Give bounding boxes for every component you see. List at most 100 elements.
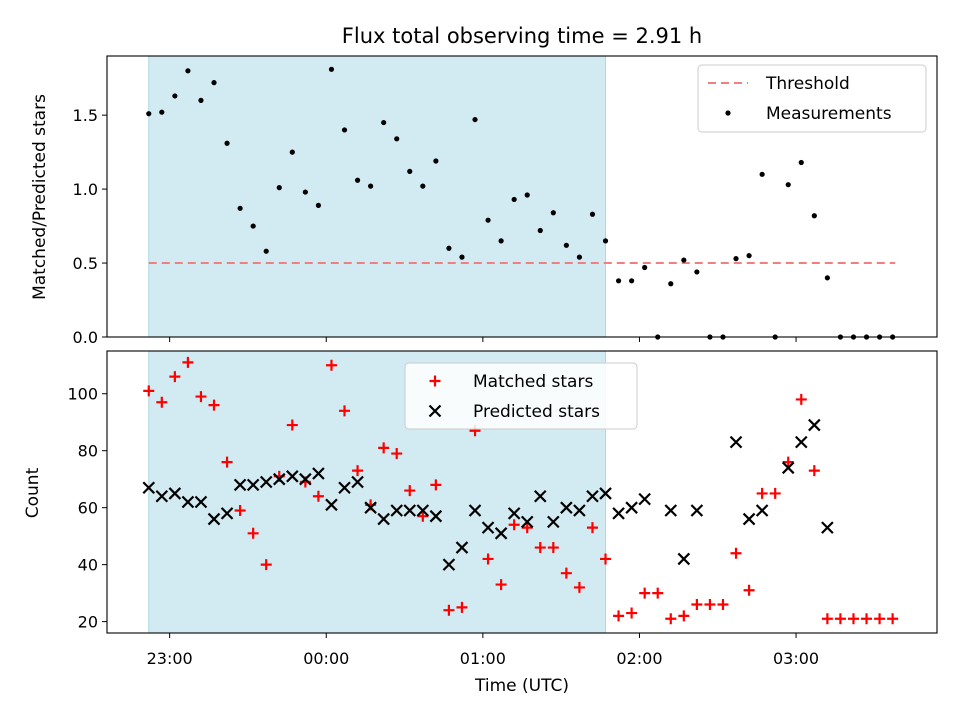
top-shaded-region xyxy=(148,55,607,338)
legend-marker-x xyxy=(428,404,442,418)
bottom-point-x xyxy=(455,541,469,554)
bottom-point-plus xyxy=(325,359,337,371)
bottom-point-plus xyxy=(874,613,886,625)
bottom-point-x xyxy=(690,504,704,517)
bottom-point-x xyxy=(520,515,534,529)
top-point-dot xyxy=(224,140,230,146)
bottom-point-plus xyxy=(260,559,272,571)
bottom-point-plus xyxy=(834,613,846,625)
bottom-point-x xyxy=(220,507,234,520)
top-point-dot xyxy=(785,182,791,188)
bottom-panel: 23:00 00:00 01:00 02:00 03:00 20 40 60 80 100 Matc… xyxy=(67,350,938,668)
bottom-point-plus xyxy=(847,613,859,625)
bottom-point-x xyxy=(547,515,560,529)
bottom-point-x xyxy=(338,481,351,495)
bottom-point-x xyxy=(377,512,390,526)
bottom-point-plus xyxy=(247,527,259,539)
top-point-dot xyxy=(668,281,674,287)
top-point-dot xyxy=(642,264,648,271)
bottom-point-plus xyxy=(691,599,703,611)
top-y-tick-label: 1.0 xyxy=(73,180,98,199)
top-point-dot xyxy=(824,275,830,281)
bottom-point-x xyxy=(364,501,377,514)
bottom-point-plus xyxy=(391,448,403,460)
top-chart-title: Flux total observing time = 2.91 h xyxy=(342,24,702,48)
bottom-point-plus xyxy=(573,581,585,593)
top-point-dot xyxy=(589,211,596,217)
top-point-dot xyxy=(746,253,752,259)
bottom-point-plus xyxy=(404,485,416,497)
bottom-point-x xyxy=(207,512,221,526)
bottom-point-x xyxy=(259,475,273,489)
bottom-point-x xyxy=(442,558,456,571)
bottom-point-x xyxy=(246,478,260,492)
legend-marker-plus xyxy=(429,375,441,387)
bottom-point-x xyxy=(390,504,403,517)
top-y-tick-label: 0.5 xyxy=(73,254,98,273)
bottom-point-x xyxy=(612,507,625,520)
bottom-point-plus xyxy=(195,391,207,403)
bottom-point-plus xyxy=(626,607,638,619)
top-point-dot xyxy=(302,189,308,195)
bottom-point-plus xyxy=(312,490,324,502)
bottom-point-x xyxy=(586,489,599,503)
top-point-dot xyxy=(537,227,543,234)
bottom-y-tick-label: 60 xyxy=(78,499,98,518)
bottom-y-axis-label: Count xyxy=(23,467,43,518)
top-point-dot xyxy=(811,213,817,219)
top-legend-box xyxy=(697,64,927,133)
top-y-tick-label: 0.0 xyxy=(73,328,98,347)
bottom-point-plus xyxy=(782,456,794,468)
bottom-point-plus xyxy=(352,465,364,477)
bottom-point-plus xyxy=(887,613,899,625)
top-legend: Threshold Measurements xyxy=(697,64,927,133)
bottom-point-x xyxy=(821,521,834,534)
bottom-point-plus xyxy=(482,553,494,565)
top-point-dot xyxy=(381,119,387,126)
top-point-dot xyxy=(759,171,765,177)
top-point-dot xyxy=(694,269,700,275)
top-point-dot xyxy=(524,192,530,198)
top-point-dot xyxy=(459,254,465,260)
top-point-dot xyxy=(263,248,269,254)
bottom-point-x xyxy=(142,481,156,495)
bottom-point-plus xyxy=(743,584,755,596)
bottom-point-x xyxy=(625,501,638,514)
bottom-series-0 xyxy=(143,356,899,625)
bottom-point-x xyxy=(481,521,495,534)
bottom-point-x xyxy=(429,509,443,523)
bottom-point-x xyxy=(677,552,691,566)
top-point-dot xyxy=(368,183,374,189)
top-series-0 xyxy=(146,66,896,340)
top-point-dot xyxy=(211,80,217,86)
legend-label: Predicted stars xyxy=(473,402,600,422)
bottom-point-plus xyxy=(717,599,729,611)
bottom-point-x xyxy=(272,472,286,486)
top-axes-frame xyxy=(106,55,938,338)
bottom-point-plus xyxy=(169,371,181,383)
bottom-series-1 xyxy=(142,418,834,571)
legend-label: Threshold xyxy=(765,74,850,94)
bottom-point-plus xyxy=(560,567,572,579)
bottom-y-tick-label: 40 xyxy=(78,556,98,575)
bottom-point-plus xyxy=(443,604,455,616)
top-point-dot xyxy=(146,111,152,117)
bottom-point-x xyxy=(533,489,547,503)
x-tick-label: 02:00 xyxy=(616,649,662,668)
bottom-point-x xyxy=(168,487,182,500)
bottom-point-plus xyxy=(495,579,507,591)
bottom-point-x xyxy=(560,501,573,514)
top-point-dot xyxy=(341,127,348,133)
bottom-y-tick-label: 100 xyxy=(67,385,98,404)
top-point-dot xyxy=(485,217,491,223)
top-point-dot xyxy=(433,158,439,164)
top-point-dot xyxy=(615,278,622,284)
bottom-point-x xyxy=(507,507,521,520)
bottom-point-x xyxy=(403,504,417,517)
bottom-point-plus xyxy=(730,547,742,559)
bottom-point-plus xyxy=(652,587,664,599)
bottom-point-x xyxy=(299,472,312,486)
top-point-dot xyxy=(629,278,635,284)
bottom-point-plus xyxy=(586,522,598,534)
